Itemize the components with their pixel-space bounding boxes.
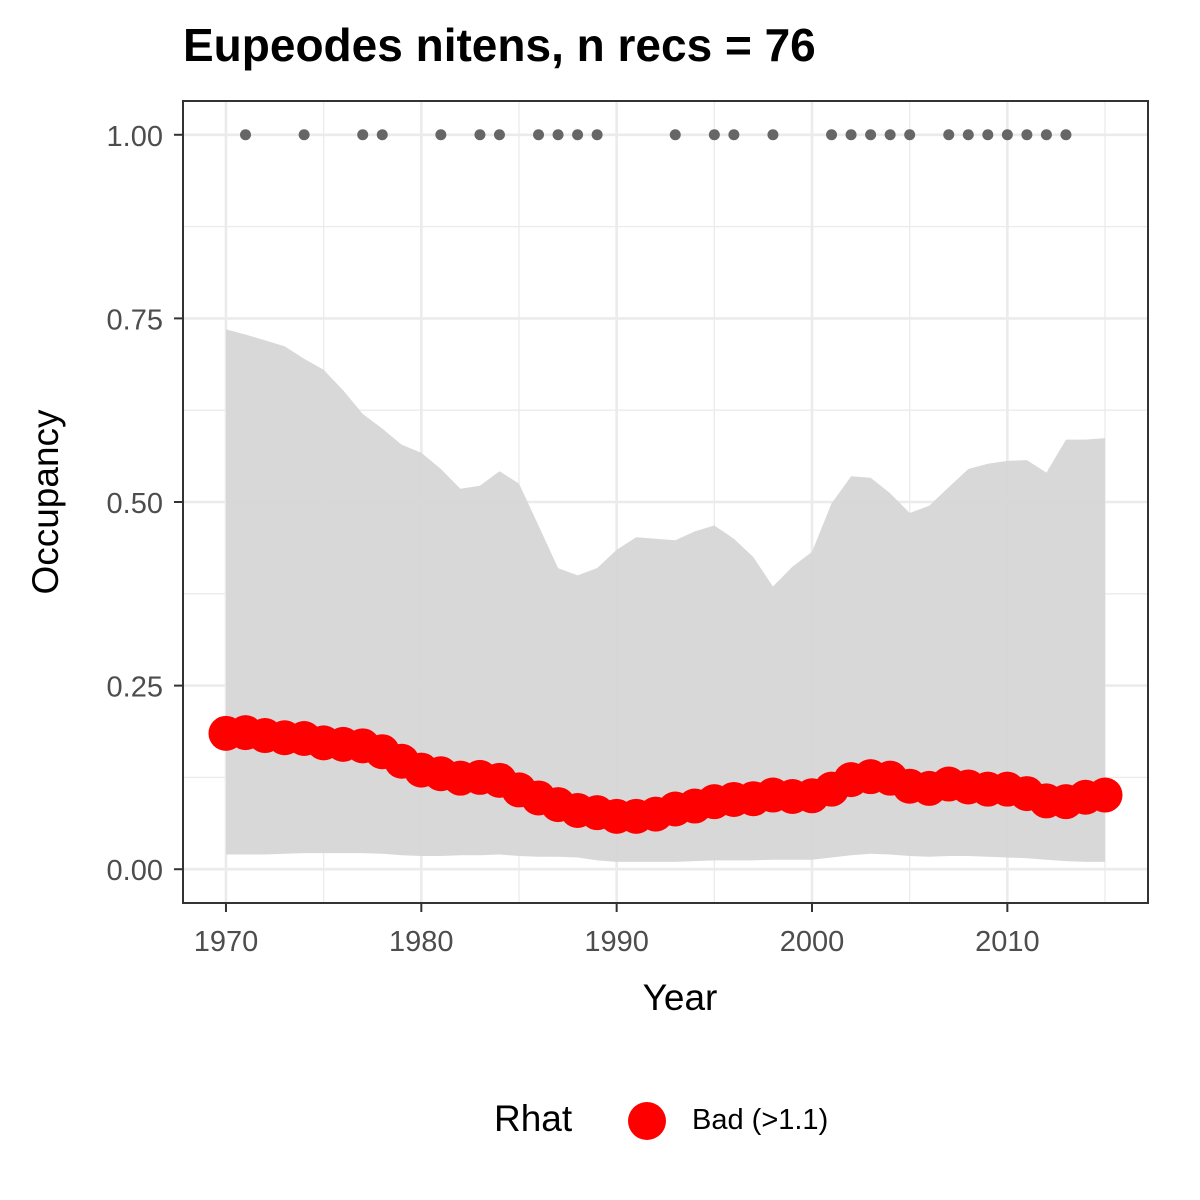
record-point: [357, 129, 369, 141]
record-point: [552, 129, 564, 141]
record-point: [533, 129, 545, 141]
record-point: [865, 129, 877, 141]
occupancy-point: [1087, 777, 1123, 813]
record-point: [298, 129, 310, 141]
y-tick-label: 0.75: [107, 304, 163, 336]
record-point: [904, 129, 916, 141]
y-tick-label: 0.00: [107, 855, 163, 887]
axis-layer: 1970 1980 1990 2000 2010 0.00 0.25 0.50 0.75 1.00: [107, 121, 1040, 958]
record-point: [591, 129, 603, 141]
legend-title: Rhat: [494, 1098, 573, 1139]
x-tick-label: 1970: [194, 926, 259, 958]
record-point: [708, 129, 720, 141]
record-point: [376, 129, 388, 141]
x-axis-title: Year: [643, 977, 718, 1018]
record-point: [826, 129, 838, 141]
record-point: [1001, 129, 1013, 141]
x-tick-label: 1990: [584, 926, 649, 958]
y-tick-label: 1.00: [107, 121, 163, 153]
record-point: [845, 129, 857, 141]
record-point: [884, 129, 896, 141]
record-point: [669, 129, 681, 141]
record-point: [435, 129, 447, 141]
chart-title: Eupeodes nitens, n recs = 76: [183, 19, 816, 71]
chart-canvas: 1970 1980 1990 2000 2010 0.00 0.25 0.50 0.75 1.00…: [25, 100, 1149, 1018]
ribbon-layer: [226, 329, 1105, 862]
record-point: [728, 129, 740, 141]
y-axis-title: Occupancy: [25, 409, 66, 595]
record-point: [982, 129, 994, 141]
y-tick-label: 0.50: [107, 488, 163, 520]
x-tick-label: 1980: [389, 926, 454, 958]
legend-key-bad: [628, 1102, 666, 1140]
legend-label-bad: Bad (>1.1): [692, 1104, 829, 1136]
record-point: [1040, 129, 1052, 141]
record-point: [474, 129, 486, 141]
record-point: [767, 129, 779, 141]
y-tick-label: 0.25: [107, 672, 163, 704]
record-point: [943, 129, 955, 141]
record-point: [572, 129, 584, 141]
record-point: [962, 129, 974, 141]
points-layer: [208, 129, 1123, 834]
record-point: [1021, 129, 1033, 141]
x-tick-label: 2010: [975, 926, 1040, 958]
legend: Rhat Bad (>1.1): [0, 1090, 1200, 1150]
record-point: [1060, 129, 1072, 141]
credible-interval-ribbon: [226, 329, 1105, 862]
x-tick-label: 2000: [780, 926, 845, 958]
record-point: [240, 129, 252, 141]
record-point: [493, 129, 505, 141]
